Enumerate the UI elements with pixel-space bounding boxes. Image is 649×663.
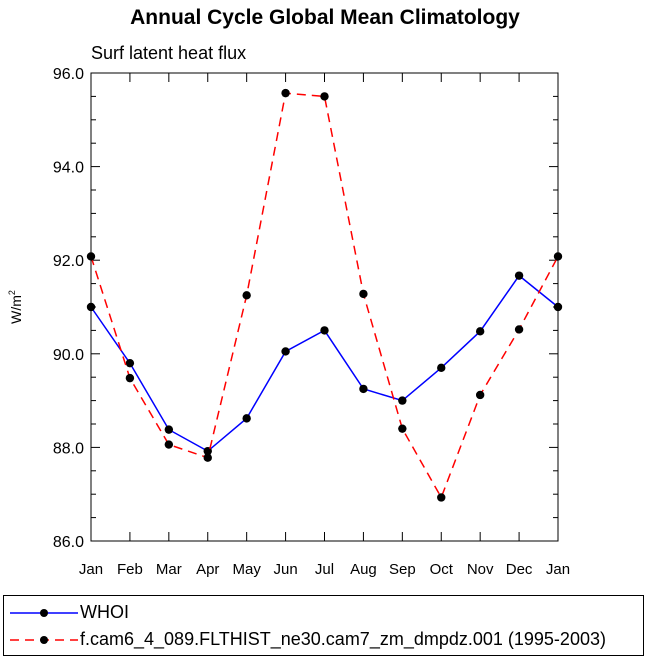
data-point [320,326,329,335]
chart-subtitle: Surf latent heat flux [91,43,246,63]
data-point [164,440,174,449]
x-tick-label: Jun [273,561,297,578]
x-tick-label: May [232,561,261,578]
data-point [475,327,485,336]
data-point [553,252,563,261]
data-point [437,493,446,502]
data-point [514,325,524,334]
data-point [359,384,368,394]
y-tick-label: 86.0 [53,534,84,551]
legend-label-model: f.cam6_4_089.FLTHIST_ne30.cam7_zm_dmpdz.… [80,629,606,649]
chart-title: Annual Cycle Global Mean Climatology [130,6,520,29]
legend: WHOI f.cam6_4_089.FLTHIST_ne30.cam7_zm_d… [3,595,644,656]
data-point [164,425,174,434]
legend-item-whoi: WHOI [4,600,643,626]
data-point [475,390,485,400]
data-point [359,289,368,299]
data-point [203,446,212,456]
x-tick-label: Feb [117,561,143,578]
x-tick-label: Dec [506,561,533,578]
data-point [398,396,407,405]
y-tick-label: 92.0 [53,253,84,270]
x-tick-label: Mar [156,561,182,578]
plot-frame [90,72,559,542]
x-tick-label: Apr [196,561,219,578]
data-point [86,252,96,261]
data-point [320,92,329,101]
y-tick-label: 94.0 [53,160,84,177]
data-point [242,291,251,300]
y-axis-label-superscript: 2 [7,290,17,295]
data-point [281,88,290,98]
x-tick-label: Jan [79,561,103,578]
data-point [242,414,251,423]
data-point [86,302,96,312]
legend-label-whoi: WHOI [80,602,129,622]
x-tick-label: Aug [350,561,377,578]
x-tick-label: Oct [430,561,454,578]
data-point [398,424,407,433]
x-tick-label: Sep [389,561,416,578]
y-axis-label: W/m2 [7,290,24,324]
data-point [203,453,212,462]
y-tick-label: 88.0 [53,440,84,457]
x-tick-label: Nov [467,561,494,578]
data-point [553,302,563,312]
y-tick-label: 96.0 [53,66,84,83]
data-point [125,358,135,368]
x-tick-label: Jul [315,561,334,578]
series-line-0 [90,274,559,453]
legend-swatch-whoi [10,609,78,617]
data-point [125,373,135,383]
legend-swatch-model [10,636,78,644]
series-line-1 [90,92,559,500]
x-tick-label: Jan [546,561,570,578]
data-point [437,363,446,373]
legend-item-model: f.cam6_4_089.FLTHIST_ne30.cam7_zm_dmpdz.… [4,627,643,653]
chart: Annual Cycle Global Mean Climatology Sur… [7,6,570,578]
data-point [514,271,524,280]
data-point [281,347,290,356]
y-tick-label: 90.0 [53,347,84,364]
